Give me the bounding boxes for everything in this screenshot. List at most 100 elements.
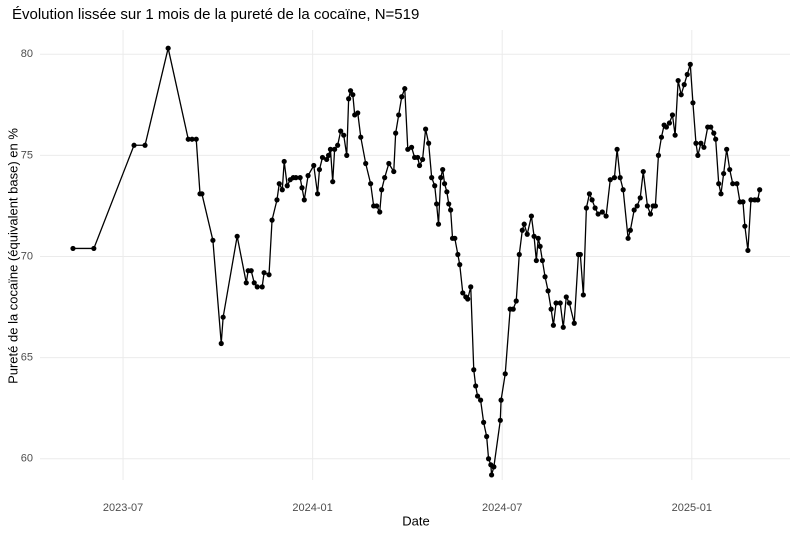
data-point [299,185,305,191]
data-point [713,136,719,142]
y-axis-title: Pureté de la cocaïne (équivalent base) e… [5,128,20,384]
data-point [718,191,724,197]
data-point [368,181,374,187]
data-point [341,132,347,138]
data-point [276,181,282,187]
data-point [614,146,620,152]
data-point [539,257,546,264]
data-point [571,320,577,326]
data-point [690,100,696,106]
data-point [438,175,444,181]
data-point [724,146,730,152]
data-point [408,144,415,150]
data-point [324,156,330,163]
data-point [721,170,727,177]
data-point [542,274,548,280]
data-point [243,280,249,286]
data-point [711,130,717,136]
data-point [560,324,566,330]
data-point [457,262,463,268]
data-point [701,144,707,150]
data-point [355,110,361,116]
data-point [537,243,543,250]
data-point [234,233,240,239]
data-point [279,187,285,193]
data-point [426,140,432,146]
data-point [631,207,637,213]
data-point [70,245,76,252]
data-point [740,199,746,205]
data-point [261,270,267,276]
data-point [335,142,341,148]
data-point [199,191,205,197]
data-point [577,251,583,258]
data-point [452,235,458,241]
data-point [566,300,572,306]
data-point [658,134,665,140]
data-point [734,181,740,187]
data-point [666,120,673,126]
data-point [742,223,748,229]
data-point [374,203,380,209]
data-point [663,124,669,130]
data-point [432,183,438,189]
data-point [419,156,426,163]
data-point [465,296,471,302]
data-point [338,128,344,134]
data-point [327,146,334,152]
data-point [251,280,257,286]
data-point [634,203,640,209]
data-point [545,288,551,294]
data-point [220,314,226,320]
data-point [468,284,474,290]
data-point [586,191,593,197]
x-tick-label: 2024-07 [482,502,522,514]
data-point [589,197,595,203]
data-point [297,175,303,181]
data-point [330,179,336,185]
data-point [429,175,435,181]
data-point [672,132,678,138]
data-point [519,227,525,233]
data-point [440,166,446,173]
data-point [745,247,751,254]
data-point [521,221,527,227]
data-point [557,300,563,306]
data-point [627,227,633,233]
data-point [550,322,556,328]
data-point [548,306,554,312]
data-point [350,92,356,98]
data-point [131,142,137,148]
data-point [524,231,530,237]
data-point [510,306,516,312]
data-point [402,86,408,92]
data-point [481,419,487,425]
data-point [580,292,586,298]
y-tick-label: 70 [21,250,33,262]
data-point [448,207,454,213]
data-point [474,393,481,399]
data-point [423,126,429,132]
data-point [332,146,338,152]
data-point [553,300,559,306]
data-point [607,177,613,183]
data-point [644,203,651,209]
data-point [301,197,307,203]
data-point [647,211,654,217]
data-point [165,45,171,51]
data-point [379,187,385,193]
data-point [314,191,321,197]
chart-title: Évolution lissée sur 1 mois de la pureté… [12,6,419,23]
data-point [727,166,733,173]
data-point [617,175,623,181]
data-point [484,433,490,440]
data-point [185,136,191,142]
data-point [305,173,311,179]
data-point [446,201,452,207]
data-point [471,367,477,373]
data-point [455,251,461,258]
data-point [684,71,690,78]
data-point [757,187,763,193]
data-point [603,213,609,219]
data-point [681,82,687,88]
